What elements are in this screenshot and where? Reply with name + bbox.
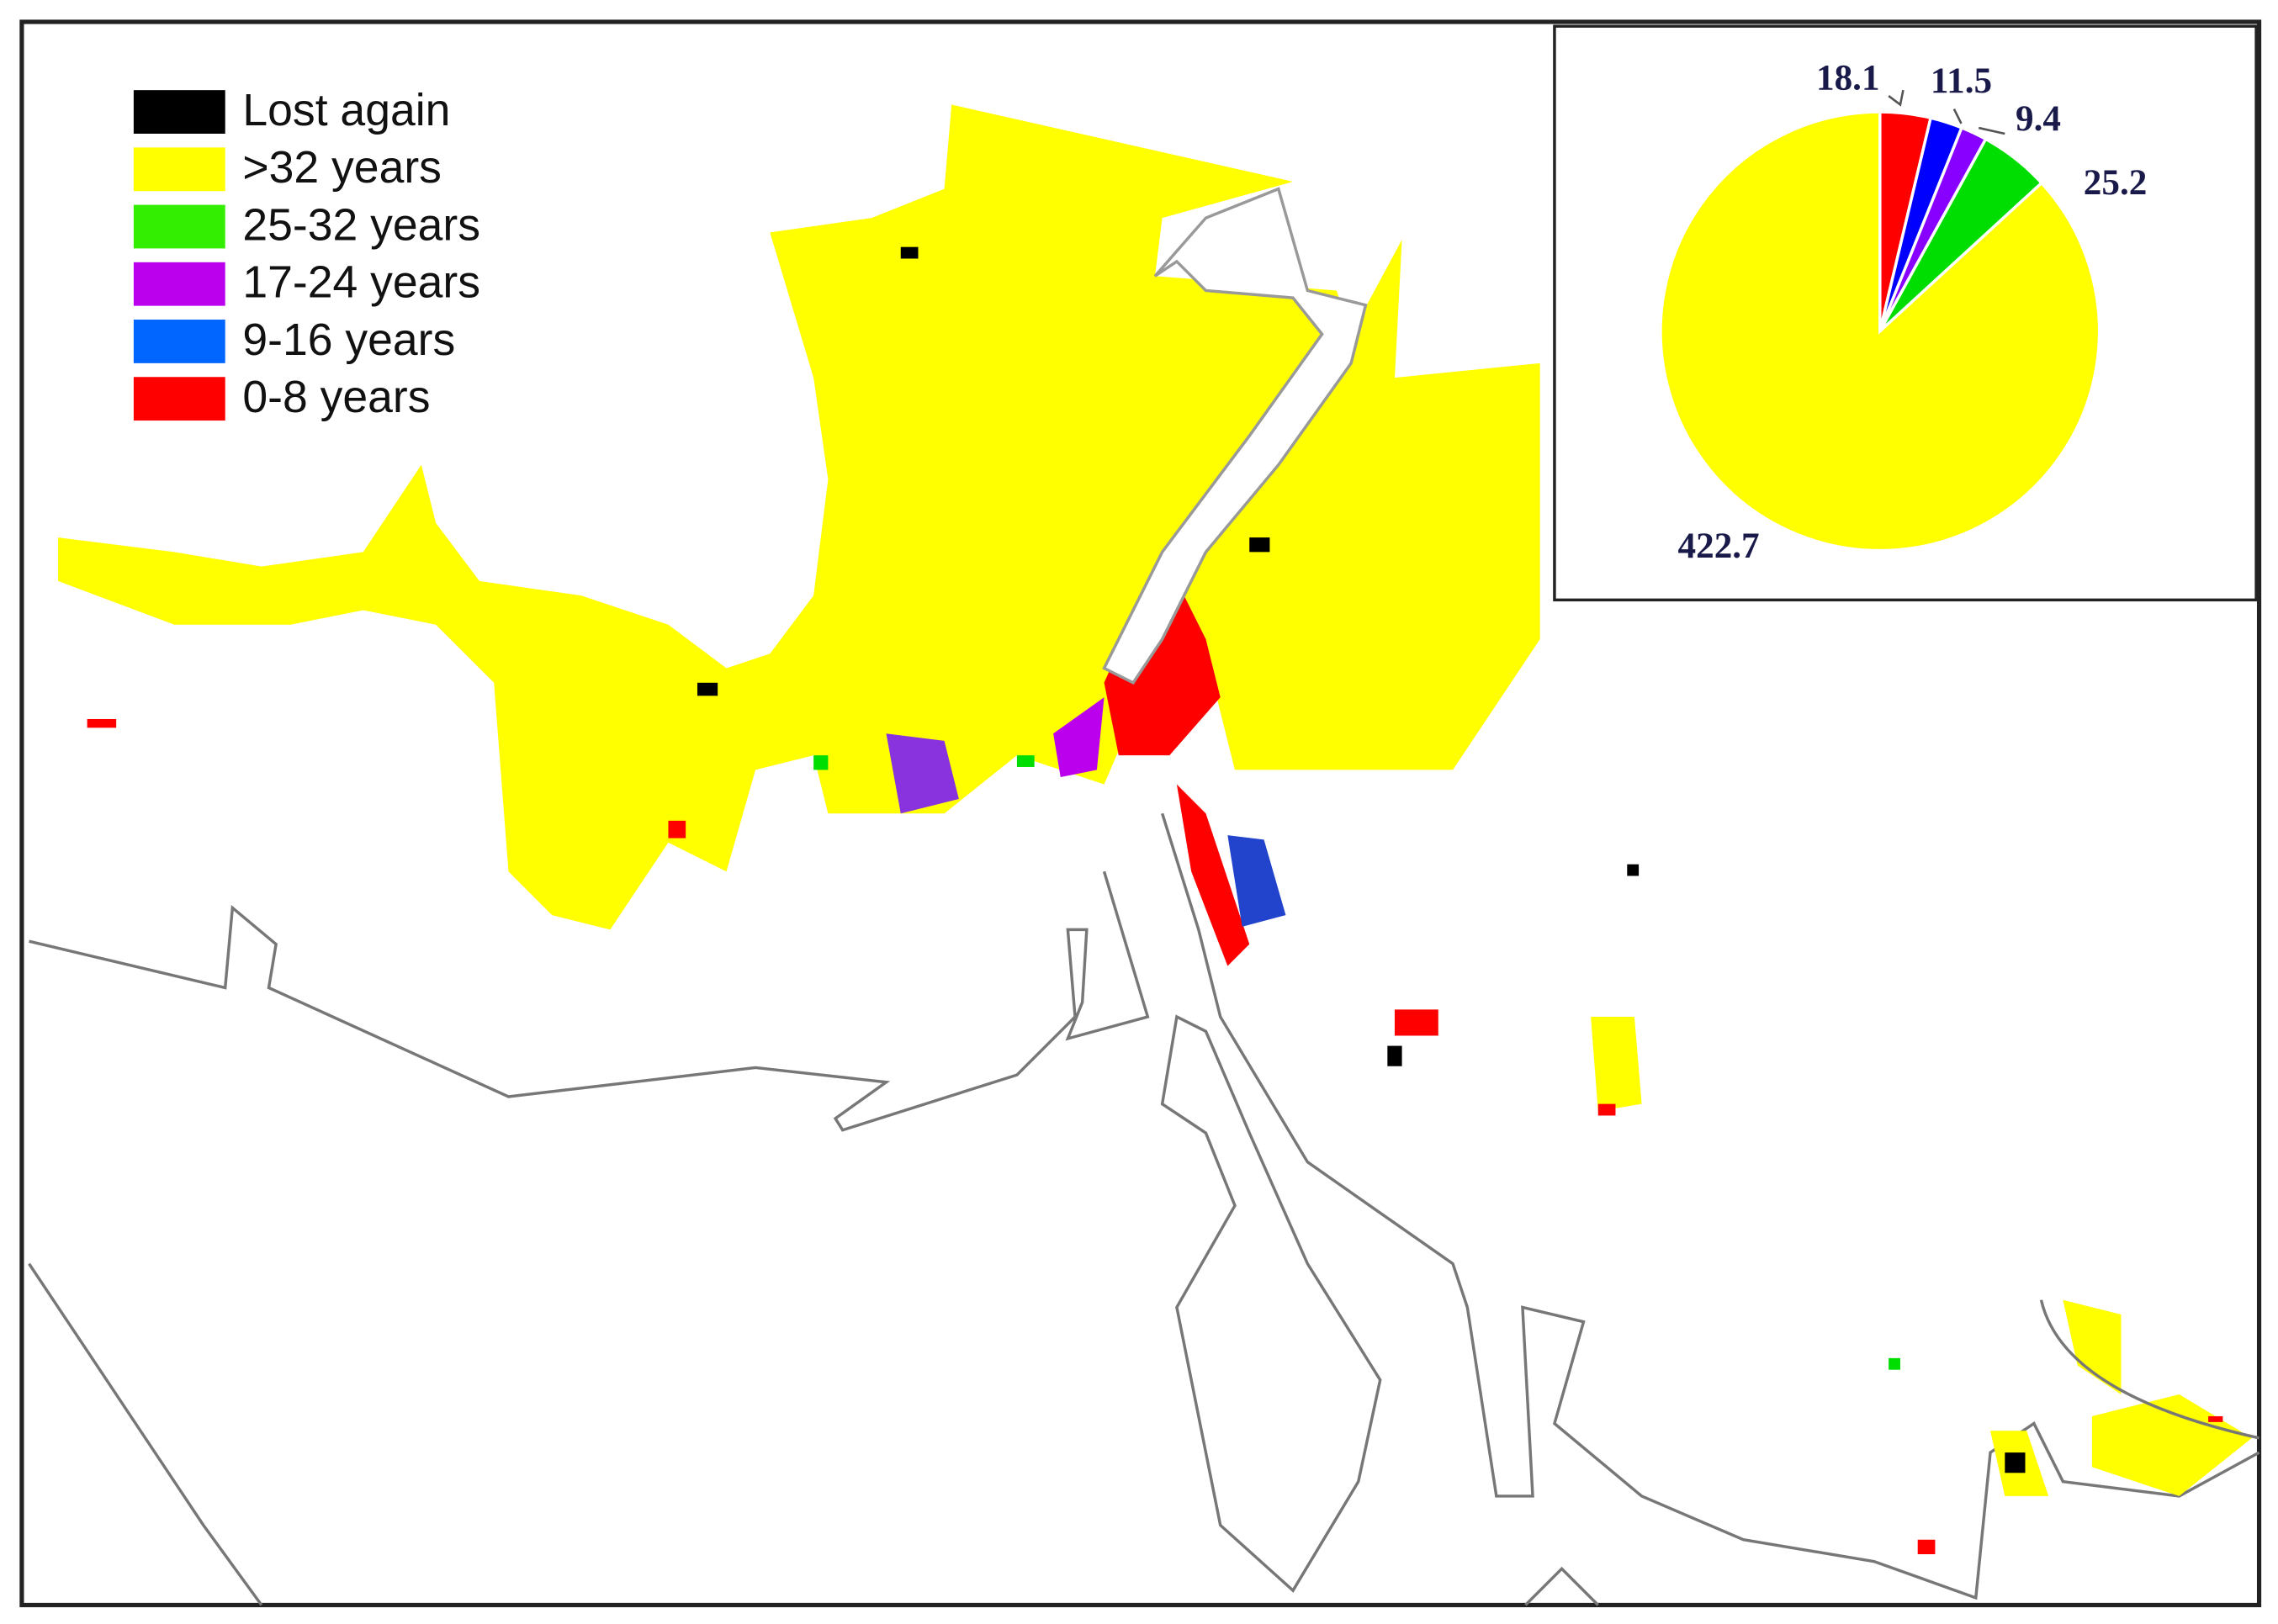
land-cover	[58, 104, 2259, 1555]
coastline	[28, 812, 2260, 1606]
pie-label: 18.1	[1816, 59, 1880, 98]
legend-label: 0-8 years	[242, 373, 430, 422]
pie-label: 25.2	[2084, 163, 2148, 203]
legend-swatch	[133, 204, 225, 249]
legend-label: 25-32 years	[242, 200, 480, 250]
legend-label: >32 years	[242, 143, 442, 193]
pie-label: 11.5	[1931, 61, 1992, 101]
legend-label: 9-16 years	[242, 315, 455, 365]
pie-label: 9.4	[2016, 99, 2061, 139]
legend: Lost again >32 years 25-32 years 17-24 year…	[133, 86, 480, 422]
pie-label: 422.7	[1678, 526, 1760, 566]
legend-swatch	[133, 262, 225, 306]
legend-label: Lost again	[242, 86, 450, 135]
leader-lines	[1888, 89, 2005, 135]
legend-swatch	[133, 147, 225, 192]
legend-swatch	[133, 377, 225, 421]
legend-label: 17-24 years	[242, 258, 480, 308]
pie-slice	[1659, 110, 2101, 553]
legend-swatch	[133, 90, 225, 134]
pie-chart	[1659, 110, 2101, 553]
legend-swatch	[133, 320, 225, 363]
